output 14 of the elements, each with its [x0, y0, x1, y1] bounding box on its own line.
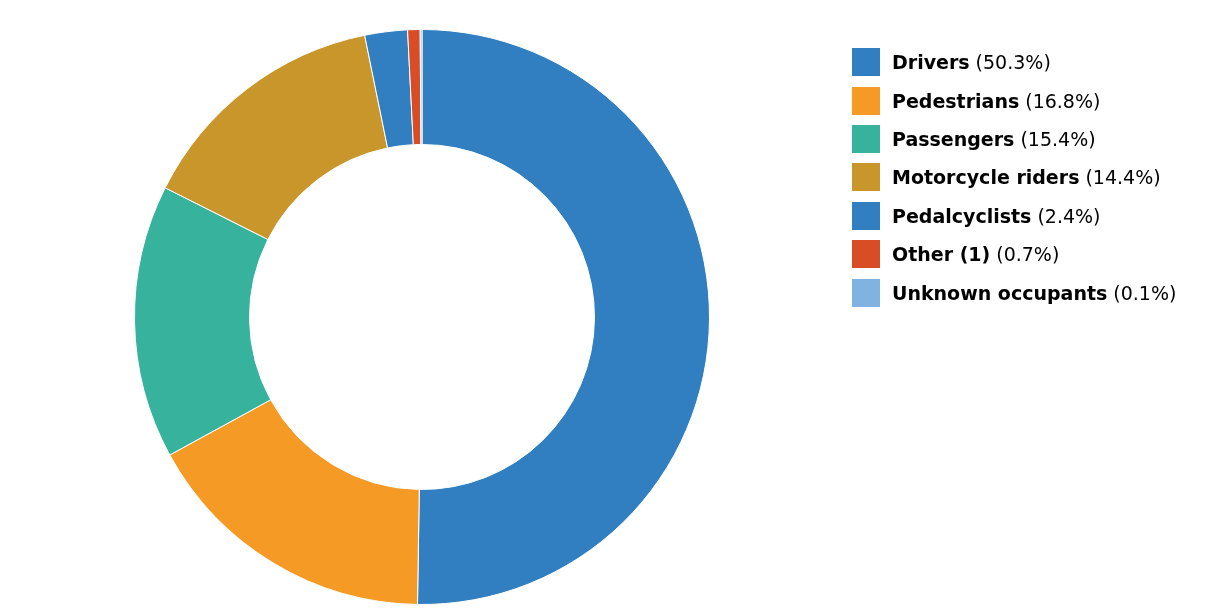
data-label: (50.3%): [975, 51, 1051, 74]
data-label: (0.1%): [1113, 281, 1177, 304]
legend-label: Pedestrians: [892, 89, 1020, 112]
legend-label: Drivers: [892, 51, 970, 74]
legend-label: Unknown occupants: [892, 281, 1108, 304]
legend-label: Motorcycle riders: [892, 166, 1080, 189]
legend-label: Pedalcyclists: [892, 204, 1032, 227]
legend-label: Passengers: [892, 127, 1015, 150]
data-label: (15.4%): [1020, 127, 1096, 150]
legend-label: Other (1): [892, 243, 991, 266]
data-label: (14.4%): [1085, 166, 1161, 189]
data-label: (0.7%): [996, 243, 1060, 266]
data-label: (2.4%): [1037, 204, 1101, 227]
data-label: (16.8%): [1025, 89, 1101, 112]
